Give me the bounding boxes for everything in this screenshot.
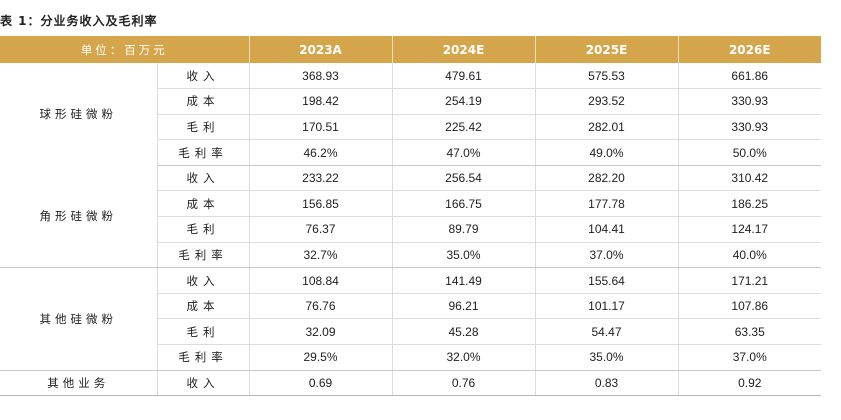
year-header: 2025E	[535, 36, 679, 63]
cell-value: 32.7%	[249, 242, 393, 269]
row-item: 毛利率	[157, 344, 250, 371]
cell-value: 108.84	[249, 267, 393, 294]
row-item: 毛利率	[157, 139, 250, 166]
row-item: 收入	[157, 165, 250, 192]
cell-value: 37.0%	[678, 344, 821, 371]
cell-value: 0.83	[535, 370, 679, 397]
cell-value: 50.0%	[678, 139, 821, 166]
row-item: 成本	[157, 293, 250, 320]
cell-value: 35.0%	[535, 344, 679, 371]
cell-value: 0.92	[678, 370, 821, 397]
row-item: 收入	[157, 63, 250, 90]
table-row: 成本 76.76 96.21 101.17 107.86	[0, 293, 821, 320]
row-item: 毛利	[157, 114, 250, 141]
cell-value: 32.09	[249, 318, 393, 346]
segment-name: 其他硅微粉	[0, 267, 158, 371]
cell-value: 282.01	[535, 114, 679, 141]
cell-value: 170.51	[249, 114, 393, 141]
cell-value: 254.19	[392, 88, 536, 115]
cell-value: 35.0%	[392, 242, 536, 269]
cell-value: 32.0%	[392, 344, 536, 371]
cell-value: 256.54	[392, 165, 536, 192]
cell-value: 76.37	[249, 216, 393, 243]
year-header: 2024E	[392, 36, 536, 63]
revenue-margin-table: 单位：百万元 2023A 2024E 2025E 2026E 球形硅微粉 收入 …	[0, 36, 821, 397]
table-row: 成本 198.42 254.19 293.52 330.93	[0, 88, 821, 115]
cell-value: 171.21	[678, 267, 821, 294]
cell-value: 0.76	[392, 370, 536, 397]
cell-value: 293.52	[535, 88, 679, 115]
unit-label: 单位：百万元	[0, 36, 250, 63]
cell-value: 141.49	[392, 267, 536, 294]
cell-value: 96.21	[392, 293, 536, 320]
table-row: 毛利 76.37 89.79 104.41 124.17	[0, 216, 821, 243]
cell-value: 330.93	[678, 114, 821, 141]
cell-value: 282.20	[535, 165, 679, 192]
cell-value: 225.42	[392, 114, 536, 141]
table-row: 毛利 32.09 45.28 54.47 63.35	[0, 318, 821, 346]
cell-value: 186.25	[678, 190, 821, 218]
table-row: 毛利率 29.5% 32.0% 35.0% 37.0%	[0, 344, 821, 371]
table-row: 成本 156.85 166.75 177.78 186.25	[0, 190, 821, 218]
table-caption: 表 1：分业务收入及毛利率	[0, 14, 158, 28]
segment-name: 角形硅微粉	[0, 165, 158, 269]
cell-value: 661.86	[678, 63, 821, 90]
segment-name: 其他业务	[0, 370, 158, 397]
row-item: 毛利率	[157, 242, 250, 269]
row-item: 成本	[157, 190, 250, 218]
cell-value: 124.17	[678, 216, 821, 243]
cell-value: 45.28	[392, 318, 536, 346]
year-header: 2026E	[678, 36, 821, 63]
cell-value: 107.86	[678, 293, 821, 320]
cell-value: 310.42	[678, 165, 821, 192]
cell-value: 330.93	[678, 88, 821, 115]
cell-value: 368.93	[249, 63, 393, 90]
table-row: 其他业务 收入 0.69 0.76 0.83 0.92	[0, 370, 821, 397]
cell-value: 37.0%	[535, 242, 679, 269]
header-row: 单位：百万元 2023A 2024E 2025E 2026E	[0, 36, 821, 63]
table-row: 毛利率 46.2% 47.0% 49.0% 50.0%	[0, 139, 821, 166]
cell-value: 166.75	[392, 190, 536, 218]
row-item: 收入	[157, 370, 250, 397]
cell-value: 198.42	[249, 88, 393, 115]
cell-value: 29.5%	[249, 344, 393, 371]
row-item: 毛利	[157, 318, 250, 346]
row-item: 毛利	[157, 216, 250, 243]
table-row: 角形硅微粉 收入 233.22 256.54 282.20 310.42	[0, 165, 821, 269]
cell-value: 54.47	[535, 318, 679, 346]
cell-value: 104.41	[535, 216, 679, 243]
cell-value: 177.78	[535, 190, 679, 218]
segment-name: 球形硅微粉	[0, 63, 158, 166]
cell-value: 233.22	[249, 165, 393, 192]
table-row: 其他硅微粉 收入 108.84 141.49 155.64 171.21	[0, 267, 821, 371]
cell-value: 156.85	[249, 190, 393, 218]
table-row: 球形硅微粉 收入 368.93 479.61 575.53 661.86	[0, 63, 821, 166]
year-header: 2023A	[249, 36, 393, 63]
row-item: 成本	[157, 88, 250, 115]
table-row: 毛利率 32.7% 35.0% 37.0% 40.0%	[0, 242, 821, 269]
cell-value: 40.0%	[678, 242, 821, 269]
cell-value: 0.69	[249, 370, 393, 397]
cell-value: 76.76	[249, 293, 393, 320]
cell-value: 89.79	[392, 216, 536, 243]
cell-value: 49.0%	[535, 139, 679, 166]
table-row: 毛利 170.51 225.42 282.01 330.93	[0, 114, 821, 141]
cell-value: 47.0%	[392, 139, 536, 166]
cell-value: 479.61	[392, 63, 536, 90]
row-item: 收入	[157, 267, 250, 294]
cell-value: 63.35	[678, 318, 821, 346]
cell-value: 575.53	[535, 63, 679, 90]
cell-value: 101.17	[535, 293, 679, 320]
cell-value: 155.64	[535, 267, 679, 294]
cell-value: 46.2%	[249, 139, 393, 166]
